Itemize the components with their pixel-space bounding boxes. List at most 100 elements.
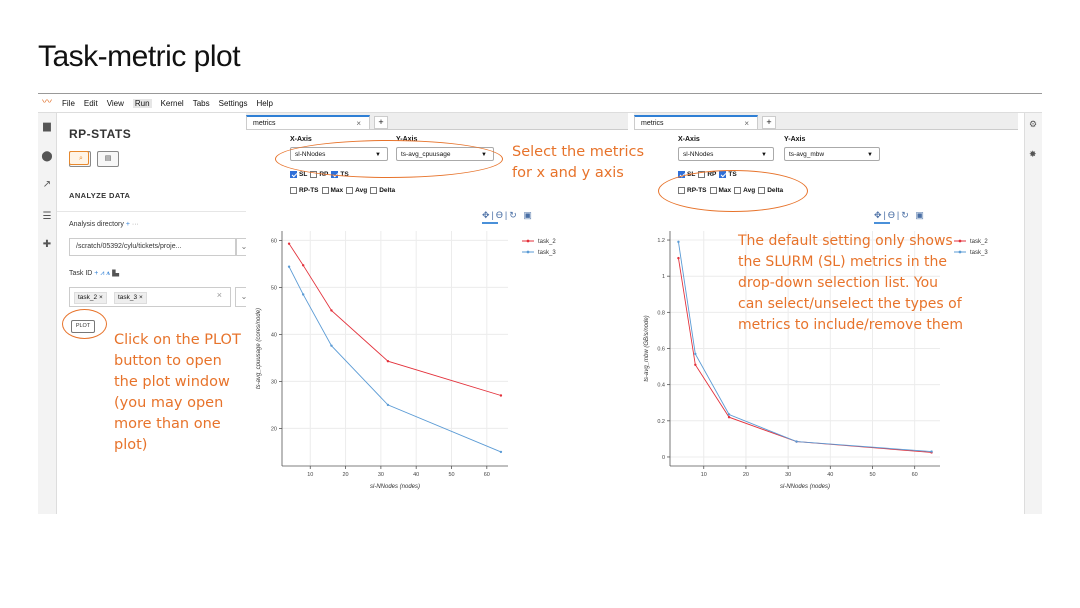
new-tab-button[interactable]: + (762, 116, 776, 129)
data-point-task_3 (677, 240, 680, 244)
annotation-line: metrics to include/remove them (738, 317, 963, 333)
analyze-button[interactable]: ⌕ (69, 151, 89, 165)
save-icon[interactable]: ▣ (523, 210, 534, 220)
menu-settings[interactable]: Settings (218, 99, 248, 108)
toc-icon[interactable]: ☰ (42, 211, 52, 222)
running-icon[interactable]: ⬤ (41, 151, 53, 162)
clear-icon[interactable]: × (216, 290, 222, 300)
annotation-line: The default setting only shows (738, 233, 953, 249)
menu-edit[interactable]: Edit (83, 99, 98, 108)
menu-bar: 〰 File Edit View Run Kernel Tabs Setting… (38, 94, 1042, 113)
save-icon[interactable]: ▣ (915, 210, 926, 220)
data-point-task_2 (386, 359, 390, 363)
menu-help[interactable]: Help (256, 99, 273, 108)
menu-run[interactable]: Run (132, 99, 152, 108)
right-sidebar: ⚙ ✸ (1024, 113, 1042, 514)
legend-marker (958, 250, 962, 254)
menu-view[interactable]: View (106, 99, 124, 108)
folder-icon[interactable]: ▆ (43, 121, 51, 132)
plot-panel-1: metrics × + X-Axis Y-Axis sl-NNodes ▼ ts-a… (246, 113, 628, 514)
task-chip[interactable]: task_2 × (74, 292, 107, 304)
x-tick-label: 60 (484, 472, 490, 478)
x-tick-label: 40 (827, 472, 833, 478)
directory-input[interactable]: /scratch/05392/cylu/tickets/proje... (69, 238, 237, 256)
checkbox-rp-ts[interactable]: RP-TS (290, 187, 319, 194)
activity-bar: ▆ ⬤ ↗ ☰ ✚ (38, 113, 57, 514)
x-tick-label: 60 (912, 472, 918, 478)
annotation-ellipse-selects (275, 140, 503, 178)
zoom-icon[interactable]: ϴ (887, 210, 897, 220)
data-point-task_2 (499, 394, 503, 397)
y-axis-label: Y-Axis (784, 136, 806, 143)
tab-metrics[interactable]: metrics × (246, 115, 370, 129)
add-icon[interactable]: + (125, 221, 130, 228)
checkbox-avg[interactable]: Avg (346, 187, 367, 194)
reset-icon[interactable]: ↻ (901, 210, 911, 220)
y-axis-title: ts-avg_mbw (GB/s/node) (644, 315, 650, 381)
task-chip-label: task_3 (118, 294, 138, 301)
annotation-line: button to open (114, 353, 222, 369)
tab-metrics[interactable]: metrics × (634, 115, 758, 129)
legend-label: task_2 (538, 239, 556, 245)
x-tick-label: 20 (743, 472, 749, 478)
x-axis-label: X-Axis (290, 136, 312, 143)
legend-label: task_2 (970, 239, 988, 245)
settings-gear-icon[interactable]: ⚙ (1029, 119, 1038, 129)
compare-button[interactable]: ▤ (97, 151, 119, 167)
area-chart-icon[interactable]: ⩚ (106, 270, 111, 277)
extension-icon[interactable]: ✚ (42, 239, 52, 250)
tab-strip: metrics × + (634, 113, 1018, 130)
add-icon[interactable]: + (94, 270, 99, 277)
y-axis-select[interactable]: ts-avg_mbw ▼ (784, 147, 880, 161)
y-tick-label: 1 (662, 274, 665, 280)
y-tick-label: 0 (662, 455, 665, 461)
task-multiselect[interactable]: task_2 × task_3 × × (69, 287, 231, 307)
analyze-heading: ANALYZE DATA (69, 191, 131, 200)
close-icon[interactable]: × (744, 119, 749, 128)
line-chart-2[interactable]: 10 20 30 40 50 60 0 0.2 0.4 0.6 0.8 1 1.2 sl-NNodes (… (634, 221, 1006, 506)
data-point-task_2 (677, 256, 680, 260)
pan-icon[interactable]: ✥ (874, 210, 884, 220)
menu-tabs[interactable]: Tabs (192, 99, 210, 108)
checkbox-sl[interactable]: SL (290, 171, 307, 178)
zoom-icon[interactable]: ϴ (495, 210, 505, 220)
legend-marker (958, 239, 962, 243)
checkbox-max[interactable]: Max (321, 187, 343, 194)
active-tool-indicator (482, 222, 498, 224)
y-tick-label: 0.6 (657, 347, 665, 353)
new-tab-button[interactable]: + (374, 116, 388, 129)
x-tick-label: 50 (448, 472, 454, 478)
more-icon[interactable]: ··· (131, 221, 139, 228)
caret-down-icon: ▼ (761, 152, 767, 158)
annotation-line: plot) (114, 437, 148, 453)
y-axis-title: ts-avg_cpuusage (cores/node) (256, 308, 262, 389)
data-point-task_2 (694, 363, 697, 366)
rp-stats-icon[interactable]: ↗ (42, 179, 52, 190)
checkbox-delta[interactable]: Delta (370, 187, 395, 194)
y-tick-label: 30 (271, 379, 277, 385)
menu-kernel[interactable]: Kernel (160, 99, 184, 108)
plot-toolbar: ✥|ϴ|↻ ▣ (874, 210, 926, 224)
x-tick-label: 50 (869, 472, 875, 478)
close-icon[interactable]: × (356, 119, 361, 128)
legend-marker (526, 239, 530, 243)
debugger-icon[interactable]: ✸ (1029, 149, 1037, 159)
reset-icon[interactable]: ↻ (509, 210, 519, 220)
annotation-click-plot: Click on the PLOT button to open the plo… (114, 330, 241, 456)
x-axis-select[interactable]: sl-NNodes ▼ (678, 147, 774, 161)
pan-icon[interactable]: ✥ (482, 210, 492, 220)
annotation-ellipse-checkboxes (658, 170, 808, 212)
y-tick-label: 60 (271, 238, 277, 244)
annotation-line: for x and y axis (512, 165, 624, 181)
line-chart-1[interactable]: 10 20 30 40 50 60 20 30 40 50 60 sl-NNodes (nodes) t… (250, 221, 620, 506)
bar-chart-icon[interactable]: ▙ (112, 270, 120, 277)
series-line-task_3 (288, 266, 502, 453)
y-tick-label: 20 (271, 426, 277, 432)
task-chip[interactable]: task_3 × (114, 292, 147, 304)
data-point-task_3 (330, 344, 333, 347)
menu-file[interactable]: File (62, 99, 75, 108)
annotation-line: Select the metrics (512, 144, 644, 160)
line-chart-icon[interactable]: ⩘ (100, 270, 105, 277)
annotation-ellipse-plot (62, 309, 107, 339)
annotation-line: the plot window (114, 374, 230, 390)
